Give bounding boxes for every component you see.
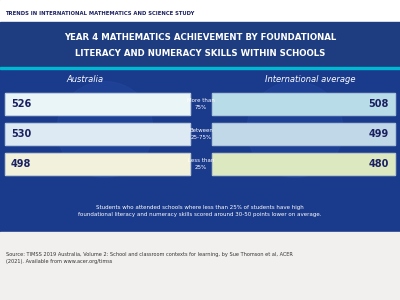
Bar xyxy=(212,153,395,175)
Text: Less than: Less than xyxy=(188,158,214,163)
Bar xyxy=(0,22,400,67)
Bar xyxy=(5,153,190,175)
Text: 25%: 25% xyxy=(195,165,207,170)
Bar xyxy=(5,123,190,145)
Text: LITERACY AND NUMERACY SKILLS WITHIN SCHOOLS: LITERACY AND NUMERACY SKILLS WITHIN SCHO… xyxy=(75,49,325,58)
Bar xyxy=(212,93,395,115)
Circle shape xyxy=(57,82,153,178)
Bar xyxy=(5,123,190,145)
Circle shape xyxy=(247,82,343,178)
Bar xyxy=(212,153,395,175)
Text: YEAR 4 MATHEMATICS ACHIEVEMENT BY FOUNDATIONAL: YEAR 4 MATHEMATICS ACHIEVEMENT BY FOUNDA… xyxy=(64,33,336,42)
Text: 25-75%: 25-75% xyxy=(190,135,212,140)
Text: 499: 499 xyxy=(369,129,389,139)
Text: International average: International average xyxy=(265,74,355,83)
Bar xyxy=(212,123,395,145)
Text: TRENDS IN INTERNATIONAL MATHEMATICS AND SCIENCE STUDY: TRENDS IN INTERNATIONAL MATHEMATICS AND … xyxy=(5,11,194,16)
Text: 526: 526 xyxy=(11,99,31,109)
Bar xyxy=(5,93,190,115)
Text: Australia: Australia xyxy=(66,74,104,83)
Text: More than: More than xyxy=(187,98,215,103)
Bar xyxy=(0,0,400,22)
Text: Source: TIMSS 2019 Australia, Volume 2: School and classroom contexts for learni: Source: TIMSS 2019 Australia, Volume 2: … xyxy=(6,252,293,264)
Text: 530: 530 xyxy=(11,129,31,139)
Text: 508: 508 xyxy=(369,99,389,109)
Bar xyxy=(5,93,190,115)
Bar xyxy=(212,93,395,115)
Text: 480: 480 xyxy=(369,159,389,169)
Text: 498: 498 xyxy=(11,159,31,169)
Text: 75%: 75% xyxy=(195,105,207,110)
Bar xyxy=(0,67,400,69)
Bar xyxy=(0,69,400,190)
Bar xyxy=(0,232,400,300)
Bar xyxy=(0,190,400,232)
Bar xyxy=(212,123,395,145)
Text: Students who attended schools where less than 25% of students have high
foundati: Students who attended schools where less… xyxy=(78,205,322,217)
Text: Between: Between xyxy=(189,128,213,133)
Bar xyxy=(5,153,190,175)
